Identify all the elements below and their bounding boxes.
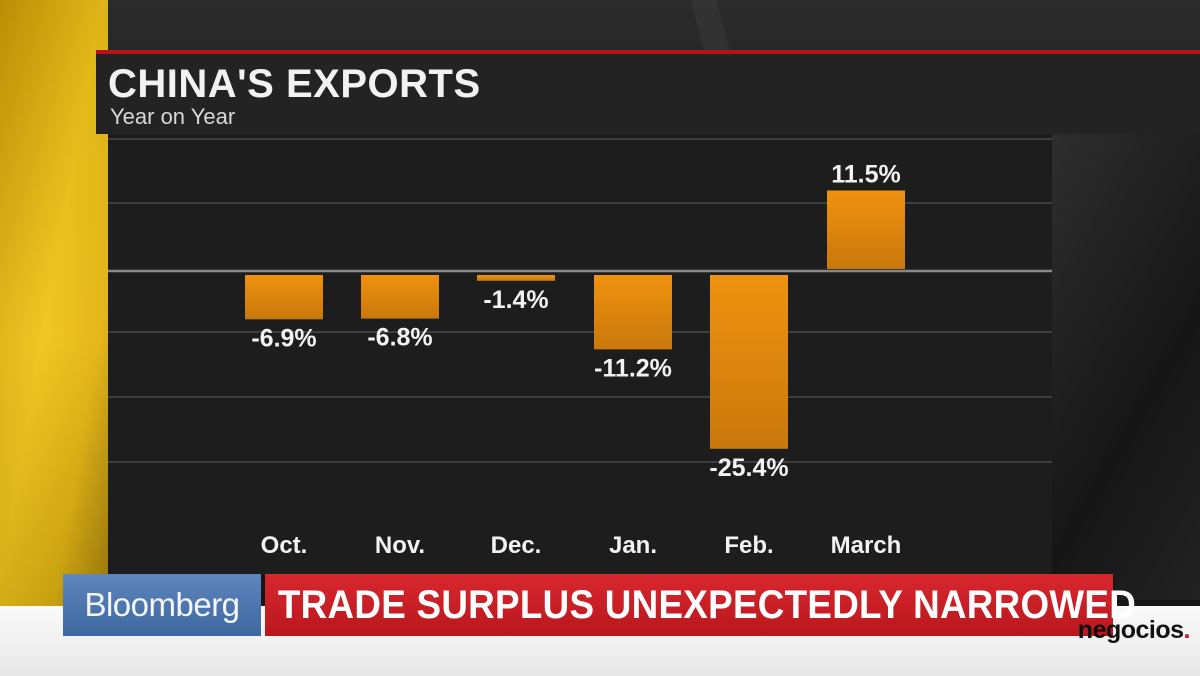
chart-header: CHINA'S EXPORTS Year on Year <box>96 50 1200 134</box>
bar-march <box>827 190 905 269</box>
background-yellow-panel <box>0 0 108 676</box>
bar-value-label: -6.8% <box>367 324 432 352</box>
bar-oct <box>245 275 323 320</box>
brand-logo-text: Bloomberg <box>84 586 240 623</box>
category-label: March <box>831 532 902 559</box>
headline-box: TRADE SURPLUS UNEXPECTEDLY NARROWED <box>265 574 1136 636</box>
plot-background <box>108 134 1052 574</box>
bar-feb <box>710 275 788 449</box>
background-right-panel <box>1052 130 1200 600</box>
bar-value-label: -25.4% <box>709 454 788 482</box>
category-label: Oct. <box>261 532 308 559</box>
brand-box: Bloomberg <box>63 574 261 636</box>
bar-chart: -6.9% Oct. -6.8% Nov. -1.4% Dec. -11.2% Jan. -25… <box>108 134 1052 574</box>
category-label: Jan. <box>609 532 657 559</box>
chart-title: CHINA'S EXPORTS <box>108 62 481 106</box>
publisher-logo: negocios. <box>1077 616 1191 644</box>
bar-nov <box>361 275 439 319</box>
bar-value-label: 11.5% <box>831 161 901 189</box>
category-label: Nov. <box>375 532 425 559</box>
bar-jan <box>594 275 672 350</box>
bar-value-label: -1.4% <box>483 286 548 314</box>
chart-plot-area: -6.9% Oct. -6.8% Nov. -1.4% Dec. -11.2% Jan. -25… <box>108 134 1052 574</box>
publisher-logo-text: negocios <box>1077 616 1184 644</box>
lower-third-banner: Bloomberg TRADE SURPLUS UNEXPECTEDLY NAR… <box>0 572 1200 676</box>
bar-dec <box>477 275 555 281</box>
category-label: Feb. <box>724 532 773 559</box>
headline-text: TRADE SURPLUS UNEXPECTEDLY NARROWED <box>277 582 1137 627</box>
chart-subtitle: Year on Year <box>110 104 236 129</box>
bar-value-label: -11.2% <box>594 354 672 382</box>
bar-value-label: -6.9% <box>251 324 316 352</box>
category-label: Dec. <box>491 532 542 559</box>
